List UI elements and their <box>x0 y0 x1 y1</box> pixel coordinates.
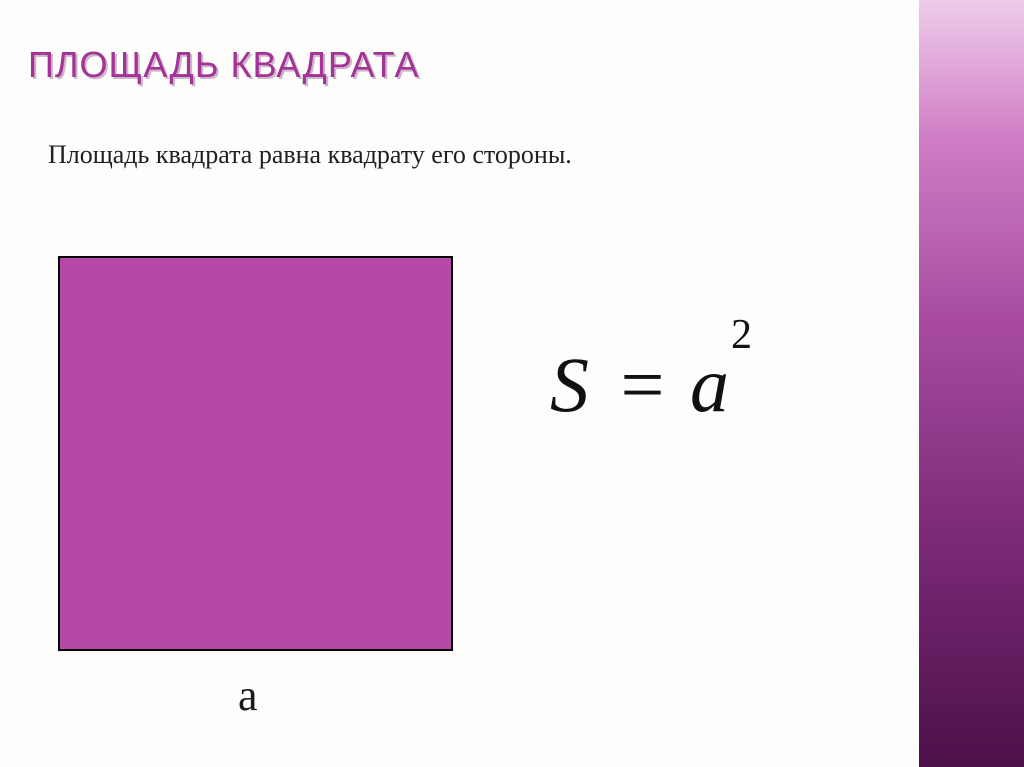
formula-base: a <box>690 341 729 428</box>
formula-lhs: S <box>550 341 589 428</box>
slide-title: Площадь квадрата <box>28 44 419 86</box>
square-shape <box>58 256 453 651</box>
formula-exponent: 2 <box>731 312 752 358</box>
slide: Площадь квадрата Площадь квадрата равна … <box>0 0 1024 767</box>
area-formula: S = a2 <box>550 340 750 430</box>
decorative-sidebar <box>919 0 1024 767</box>
square-side-label: a <box>238 670 258 721</box>
slide-subtitle: Площадь квадрата равна квадрату его стор… <box>48 140 572 170</box>
formula-equals: = <box>609 341 671 428</box>
